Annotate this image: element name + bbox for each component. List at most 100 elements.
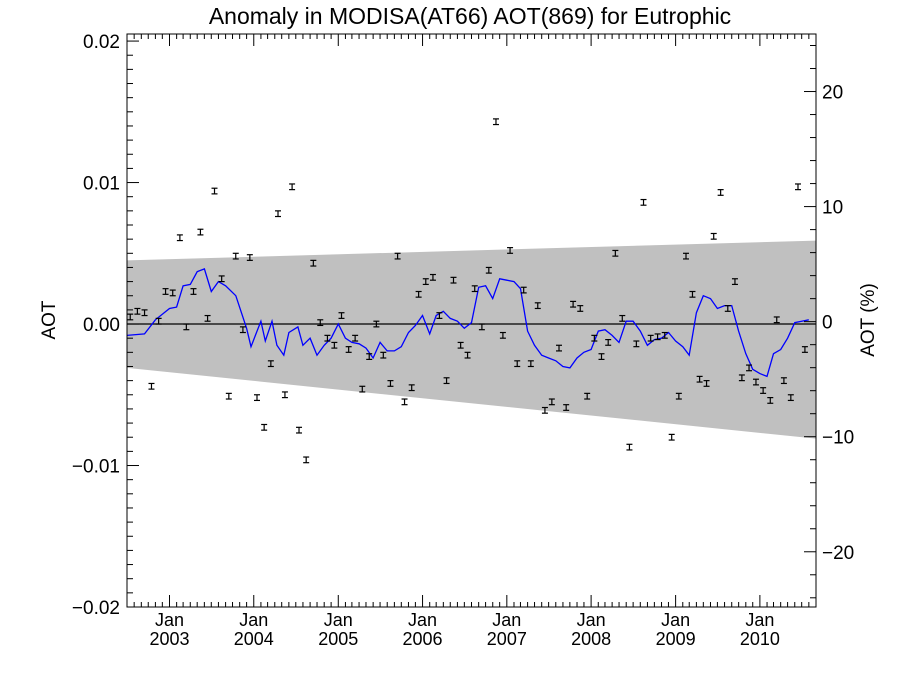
y2-tick-label: −20 <box>822 543 854 564</box>
data-point <box>752 378 759 386</box>
band-polygon <box>127 240 816 439</box>
data-point <box>654 333 661 341</box>
axes: −0.02−0.010.000.010.02−20−1001020Jan2003… <box>72 32 854 649</box>
y-tick-label: −0.02 <box>72 598 120 619</box>
data-point <box>289 183 296 191</box>
data-point <box>443 377 450 385</box>
data-point <box>661 331 668 339</box>
data-point <box>380 351 387 359</box>
data-point <box>563 404 570 411</box>
y-tick-label: 0.00 <box>83 315 120 336</box>
data-point <box>612 249 619 257</box>
data-point <box>787 394 794 402</box>
data-point <box>141 309 148 317</box>
data-point <box>253 394 260 402</box>
data-point <box>584 392 591 400</box>
data-point <box>183 323 190 331</box>
data-point <box>598 353 605 361</box>
y-tick-label: −0.01 <box>72 457 120 478</box>
data-point <box>683 252 690 260</box>
data-point <box>534 302 541 310</box>
data-point <box>478 323 485 331</box>
data-point <box>717 189 724 196</box>
x-tick-month: Jan <box>239 610 268 630</box>
data-point <box>211 187 218 195</box>
data-point <box>134 307 141 315</box>
x-tick-month: Jan <box>492 610 521 630</box>
smoothed-series <box>126 268 809 378</box>
x-tick-month: Jan <box>745 610 774 630</box>
y-tick-label: 0.02 <box>83 32 120 53</box>
data-point <box>703 380 710 387</box>
data-point <box>773 316 780 324</box>
x-tick-month: Jan <box>661 610 690 630</box>
data-point <box>619 314 626 322</box>
data-point <box>401 398 408 406</box>
data-point <box>415 290 422 298</box>
data-point <box>127 313 134 321</box>
data-point <box>317 319 324 327</box>
data-point <box>746 364 753 372</box>
data-point <box>767 397 774 404</box>
data-point <box>324 334 331 342</box>
data-point <box>541 406 548 414</box>
data-point <box>267 360 274 368</box>
data-point <box>647 334 654 342</box>
x-tick-month: Jan <box>155 610 184 630</box>
smooth-line <box>126 268 809 378</box>
data-point <box>387 380 394 387</box>
monthly-anomaly-points <box>127 118 808 464</box>
data-point <box>366 353 373 361</box>
data-point <box>190 288 197 295</box>
x-tick-month: Jan <box>324 610 353 630</box>
data-point <box>457 341 464 349</box>
x-tick-year: 2010 <box>740 629 780 649</box>
data-point <box>675 392 682 400</box>
data-point <box>556 344 563 352</box>
data-point <box>204 314 211 322</box>
data-point <box>640 198 647 206</box>
data-point <box>626 443 633 451</box>
data-point <box>275 210 282 218</box>
data-point <box>373 320 380 328</box>
data-point <box>570 300 577 308</box>
data-point <box>232 252 239 260</box>
data-point <box>162 288 169 295</box>
data-point <box>225 392 232 400</box>
data-point <box>408 384 415 392</box>
data-point <box>577 305 584 312</box>
data-point <box>218 275 225 283</box>
y-axis-label: AOT <box>39 300 60 339</box>
data-point <box>422 278 429 286</box>
x-tick-year: 2009 <box>656 629 696 649</box>
data-point <box>794 183 801 191</box>
data-point <box>197 228 204 236</box>
data-point <box>696 375 703 383</box>
data-point <box>633 340 640 348</box>
x-tick-month: Jan <box>577 610 606 630</box>
data-point <box>169 289 176 297</box>
data-point <box>359 385 366 393</box>
data-point <box>485 266 492 274</box>
data-point <box>281 391 288 399</box>
data-point <box>605 339 612 346</box>
data-point <box>760 387 767 394</box>
x-tick-year: 2003 <box>149 629 189 649</box>
x-tick-year: 2007 <box>487 629 527 649</box>
data-point <box>394 252 401 260</box>
x-tick-month: Jan <box>408 610 437 630</box>
data-point <box>780 377 787 385</box>
x-tick-year: 2005 <box>318 629 358 649</box>
data-point <box>246 254 253 261</box>
data-point <box>471 285 478 293</box>
data-point <box>450 276 457 284</box>
x-tick-year: 2004 <box>234 629 274 649</box>
data-point <box>176 234 183 242</box>
data-point <box>148 382 155 390</box>
data-point <box>352 334 359 342</box>
x-tick-year: 2006 <box>403 629 443 649</box>
data-point <box>345 346 352 353</box>
y-tick-label: 0.01 <box>83 174 120 195</box>
data-point <box>724 305 731 312</box>
